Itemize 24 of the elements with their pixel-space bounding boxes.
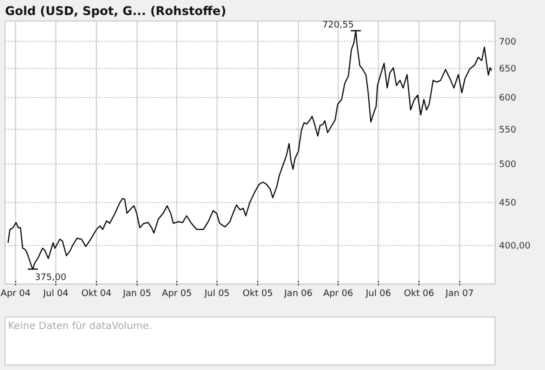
y-tick-label: 500 (499, 160, 516, 170)
x-tick-label: Jul 05 (203, 289, 230, 299)
x-tick-label: Okt 05 (242, 289, 273, 299)
text: Keine Daten für dataVolume. (8, 321, 152, 332)
y-tick-label: 400,00 (499, 242, 531, 252)
y-tick-label: 650 (499, 64, 516, 74)
y-tick-label: 700 (499, 37, 516, 48)
y-tick-label: 550 (499, 125, 516, 136)
x-tick-label: Jul 04 (42, 289, 69, 299)
annotation: 375,00 (34, 273, 67, 284)
x-tick-label: Apr 04 (0, 289, 31, 299)
y-tick-label: 600 (499, 94, 516, 104)
x-tick-label: Apr 05 (162, 289, 192, 299)
x-tick-label: Apr 06 (323, 289, 354, 299)
line-series (8, 30, 492, 270)
x-tick-label: Jul 06 (364, 289, 392, 299)
x-tick-label: Jan 06 (283, 289, 313, 299)
x-tick-label: Okt 06 (404, 289, 434, 299)
x-tick-label: Jan 07 (444, 289, 474, 299)
y-tick-label: 450 (499, 198, 516, 209)
annotation: 720,55 (322, 20, 354, 31)
x-tick-label: Jan 05 (122, 289, 152, 299)
x-tick-label: Okt 04 (81, 289, 112, 299)
chart-title: Gold (USD, Spot, G... (Rohstoffe) (5, 4, 226, 18)
